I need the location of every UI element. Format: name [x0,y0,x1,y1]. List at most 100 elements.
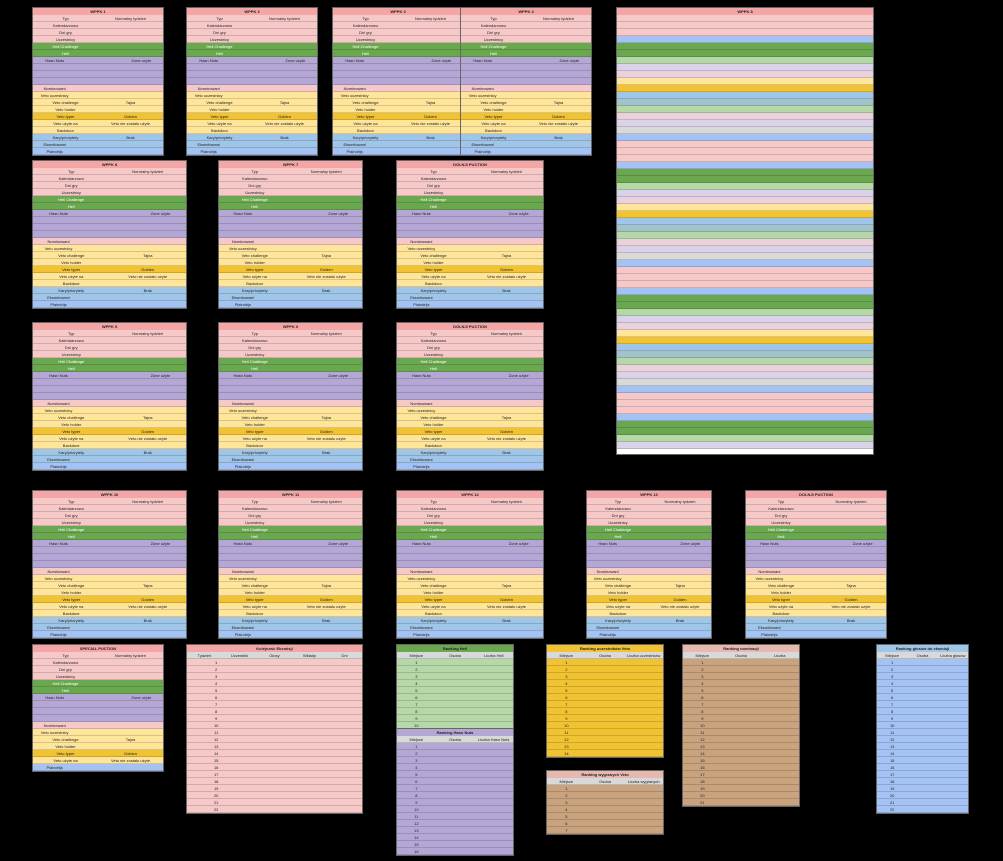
table-cell: 12 [213,737,219,742]
table-row: 2 [877,666,968,673]
table-cell [809,351,873,357]
table-row: Veto challenge Tajna [219,582,362,589]
ranking-table: Ranking nominacji Miejsce Osoba Liczba 1 2 3 4 5… [682,644,800,807]
table-cell [681,155,745,161]
table-cell [907,694,937,700]
table-cell [681,414,745,420]
table-cell: Veto nie zostało użyte [831,604,871,609]
table-row: 1 [397,659,513,666]
table-cell [745,246,809,252]
table-row: Veto holder [397,421,543,428]
table-cell [110,512,187,518]
table-cell: Plaindrijs [50,632,67,637]
table-cell [722,729,761,735]
table-cell [110,280,187,286]
table-cell [809,386,873,392]
table-cell: Veto nie zostało użyte [265,121,304,126]
table-cell: Dni gry [248,183,262,188]
table-cell [252,43,317,49]
table-cell: Kary/priorytety [241,288,268,293]
table-cell [907,666,937,672]
table-cell [274,78,317,84]
table-cell [760,687,799,693]
table-cell [681,106,745,112]
table-row: Veto typer Golden [33,266,186,273]
table-title: WPPK 7 [219,161,362,168]
table-cell: Liczba wygranych [627,779,660,784]
table-cell: Golden [124,114,137,119]
table-cell: Dni gry [774,513,788,518]
table-cell [809,141,873,147]
table-row: Dni gry [219,512,362,519]
table-cell [397,224,446,230]
table-cell: Veto nie zostało użyte [487,604,526,609]
table-cell [420,71,463,77]
table-title: Ranking głosów do eksmisji [877,645,968,652]
table-cell [809,281,873,287]
table-cell [548,71,591,77]
table-cell [84,386,135,392]
table-cell [745,50,809,56]
table-cell [230,64,273,70]
table-row: Eksmitowani [397,294,543,301]
table-cell [907,701,937,707]
table-row: Veto użyte na Veto nie zostało użyte [219,603,362,610]
table-cell: 6 [891,695,894,700]
table-row: 22 [877,806,968,813]
table-cell: Veto challenge [206,100,233,105]
table-cell [120,729,163,735]
table-title: WPPK 4 [461,8,591,15]
table-cell [314,456,362,462]
table-row: Veto typer Golden [219,596,362,603]
table-row: 9 [877,715,968,722]
table-row: Veto uczestnicy [461,92,591,99]
table-cell [267,400,315,406]
table-cell [809,246,873,252]
table-cell: Veto typer [56,751,75,756]
table-row: Hasn Nuts Zone użyte [397,372,543,379]
table-row: 6 [683,694,799,701]
table-cell [219,231,267,237]
table-cell [252,50,317,56]
table-header: Miejsce Osoba Liczba Hell [397,652,513,659]
table-cell [397,231,446,237]
table-cell [436,764,475,770]
table-row [617,106,873,113]
table-row: 5 [397,687,513,694]
table-row: Dni gry [187,29,317,36]
table-cell [617,309,681,315]
table-cell: Veto holder [244,590,265,595]
table-cell [291,519,363,525]
table-cell [398,22,463,28]
table-cell: Hasn Nuts [233,211,253,216]
table-cell [291,610,363,616]
table-cell: 2 [891,667,894,672]
table-row: Backdoor [397,610,543,617]
table-cell [446,554,495,560]
table-cell [314,238,362,244]
table-cell [809,365,873,371]
table-cell [809,400,873,406]
table-cell: Nominowani [197,86,220,91]
table-cell: Kalendarzowo [480,23,507,28]
table-row: Kalendarzowo [219,337,362,344]
table-row: Eksmitowani [219,294,362,301]
table-cell: 18 [213,779,219,784]
table-row: 1 [877,659,968,666]
table-row: Dni gry [33,512,186,519]
table-cell [33,64,76,70]
table-row [219,379,362,386]
table-cell [314,386,362,392]
table-cell [586,820,625,826]
table-cell: Miejsce [885,653,899,658]
table-cell [304,729,362,735]
table-cell: Eksmitowani [43,142,66,147]
table-row: Veto użyte na Veto nie zostało użyte [187,120,317,127]
table-cell: Hell Challenge [480,44,507,49]
table-cell: Tajna [675,583,685,588]
table-cell [617,337,681,343]
table-row: 9 [187,715,362,722]
table-cell [681,379,745,385]
table-cell [745,43,809,49]
table-cell: Golden [319,267,333,272]
